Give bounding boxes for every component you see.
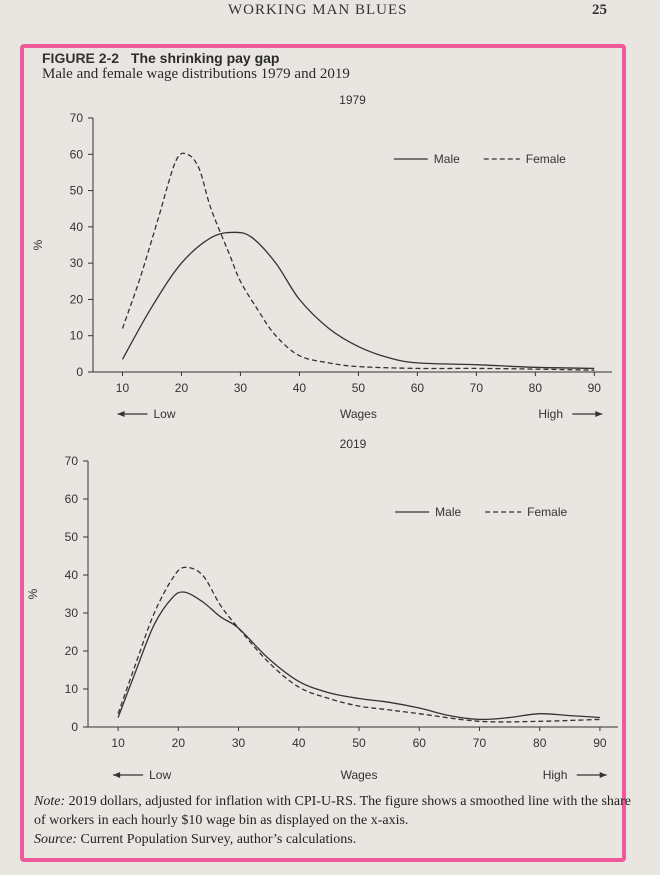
series-line-male [117,591,600,721]
x-axis-label: Wages [341,768,378,782]
chart-0: 1979 0 10 20 30 40 50 60 70 10 20 30 40 50 60 70 80 90% Wa… [31,93,612,421]
y-tick-label: 30 [65,606,79,620]
y-tick-label: 0 [71,720,78,734]
y-tick-label: 50 [70,184,84,198]
y-tick-label: 60 [65,492,79,506]
y-tick-label: 10 [70,329,84,343]
chart-1: 2019 0 10 20 30 40 50 60 70 10 20 30 40 50 60 70 80 90% Wa… [26,437,618,782]
high-arrow-head [599,772,607,778]
x-tick-label: 30 [234,381,248,395]
high-arrow-head [595,411,603,417]
wage-distribution-charts: 1979 0 10 20 30 40 50 60 70 10 20 30 40 50 60 70 80 90% Wa… [26,93,618,782]
x-tick-label: 70 [473,736,487,750]
x-tick-label: 90 [593,736,607,750]
low-arrow-head [113,772,121,778]
x-tick-label: 60 [411,381,425,395]
figure-subtitle: Male and female wage distributions 1979 … [42,66,350,82]
y-tick-label: 70 [65,454,79,468]
legend-label-female: Female [527,505,567,519]
note-label: Note: [34,794,66,809]
running-head: WORKING MAN BLUES [228,2,408,18]
figure-title-text: The shrinking pay gap [130,50,280,66]
x-tick-label: 50 [352,736,366,750]
x-tick-label: 10 [111,736,125,750]
x-tick-label: 40 [293,381,307,395]
x-tick-label: 20 [175,381,189,395]
y-tick-label: 40 [70,220,84,234]
figure-highlight-box [20,44,626,862]
x-tick-label: 80 [533,736,547,750]
series-line-female [117,566,600,723]
page-header: WORKING MAN BLUES 25 [0,0,660,30]
y-tick-label: 10 [65,682,79,696]
x-axis-label: Wages [340,407,377,421]
chart-title: 1979 [339,93,366,107]
y-axis-label: % [26,588,40,599]
x-tick-label: 60 [413,736,427,750]
chart-title: 2019 [340,437,367,451]
series-line-male [121,231,595,370]
y-tick-label: 0 [76,365,83,379]
x-tick-label: 70 [470,381,484,395]
x-tick-label: 20 [172,736,186,750]
x-tick-label: 30 [232,736,246,750]
y-axis-label: % [31,239,45,250]
legend-label-male: Male [434,152,460,166]
y-tick-label: 20 [65,644,79,658]
y-tick-label: 20 [70,292,84,306]
x-tick-label: 80 [529,381,543,395]
x-tick-label: 90 [588,381,602,395]
figure-note: Note: 2019 dollars, adjusted for inflati… [34,792,634,849]
y-tick-label: 50 [65,530,79,544]
source-text: Current Population Survey, author’s calc… [80,832,357,847]
legend-label-male: Male [435,505,461,519]
figure-title: FIGURE 2-2 The shrinking pay gap [42,50,280,66]
note-text: 2019 dollars, adjusted for inflation wit… [34,794,631,828]
x-tick-label: 10 [116,381,130,395]
y-tick-label: 60 [70,147,84,161]
page-number: 25 [592,2,607,18]
low-arrow-head [117,411,125,417]
x-tick-label: 50 [352,381,366,395]
low-label: Low [149,768,171,782]
high-label: High [538,407,563,421]
source-label: Source: [34,832,78,847]
y-tick-label: 70 [70,111,84,125]
x-tick-label: 40 [292,736,306,750]
high-label: High [543,768,568,782]
figure-label: FIGURE 2-2 [42,50,120,66]
y-tick-label: 40 [65,568,79,582]
legend-label-female: Female [526,152,566,166]
low-label: Low [153,407,175,421]
series-line-female [121,152,595,371]
y-tick-label: 30 [70,256,84,270]
